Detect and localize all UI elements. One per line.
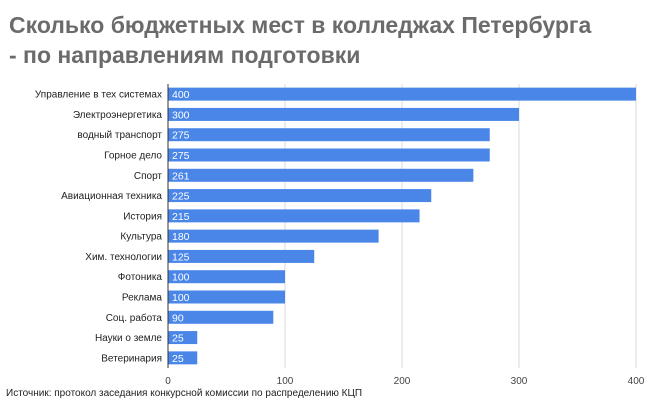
chart-title: Сколько бюджетных мест в колледжах Петер… [9, 10, 649, 70]
bar-1 [168, 107, 519, 121]
bar-11 [168, 310, 274, 324]
bar-12 [168, 331, 198, 345]
value-label-13: 25 [172, 353, 184, 365]
x-tick-label-1: 100 [277, 376, 294, 387]
category-label-13: Ветеринария [101, 353, 162, 364]
bar-10 [168, 290, 285, 304]
category-label-9: Фотоника [118, 272, 163, 283]
value-label-4: 261 [172, 170, 190, 182]
category-label-8: Хим. технологии [85, 252, 162, 263]
value-label-8: 125 [172, 251, 190, 263]
category-label-2: водный транспорт [77, 130, 162, 141]
value-label-10: 100 [172, 292, 190, 304]
category-label-5: Авиационная техника [61, 191, 162, 202]
bar-4 [168, 168, 474, 182]
category-label-0: Управление в тех системах [35, 90, 162, 101]
bar-6 [168, 209, 420, 223]
value-label-6: 215 [172, 211, 190, 223]
bar-9 [168, 270, 285, 284]
category-label-6: История [123, 211, 162, 222]
x-tick-label-2: 200 [394, 376, 411, 387]
x-tick-label-3: 300 [511, 376, 528, 387]
chart-title-line-1: Сколько бюджетных мест в колледжах Петер… [9, 12, 592, 38]
bar-2 [168, 128, 490, 142]
bar-13 [168, 351, 198, 365]
bar-3 [168, 148, 490, 162]
value-label-0: 400 [172, 89, 190, 101]
value-label-9: 100 [172, 272, 190, 284]
value-label-12: 25 [172, 333, 184, 345]
bar-5 [168, 189, 432, 203]
category-label-3: Горное дело [104, 151, 162, 162]
value-label-3: 275 [172, 150, 190, 162]
value-label-7: 180 [172, 231, 190, 243]
bar-7 [168, 229, 379, 243]
value-label-1: 300 [172, 109, 190, 121]
value-label-2: 275 [172, 130, 190, 142]
bar-0 [168, 87, 636, 101]
category-label-10: Реклама [122, 293, 163, 304]
category-label-12: Науки о земле [95, 333, 162, 344]
value-label-11: 90 [172, 312, 184, 324]
source-note: Источник: протокол заседания конкурсной … [6, 388, 363, 399]
category-label-11: Соц. работа [106, 312, 163, 324]
value-label-5: 225 [172, 191, 190, 203]
category-label-1: Электроэнергетика [73, 110, 163, 121]
bar-8 [168, 249, 315, 263]
category-label-4: Спорт [134, 171, 163, 182]
category-label-7: Культура [120, 232, 162, 243]
x-tick-label-0: 0 [165, 376, 171, 387]
x-tick-label-4: 400 [628, 376, 645, 387]
chart-title-line-2: - по направлениям подготовки [9, 42, 361, 68]
